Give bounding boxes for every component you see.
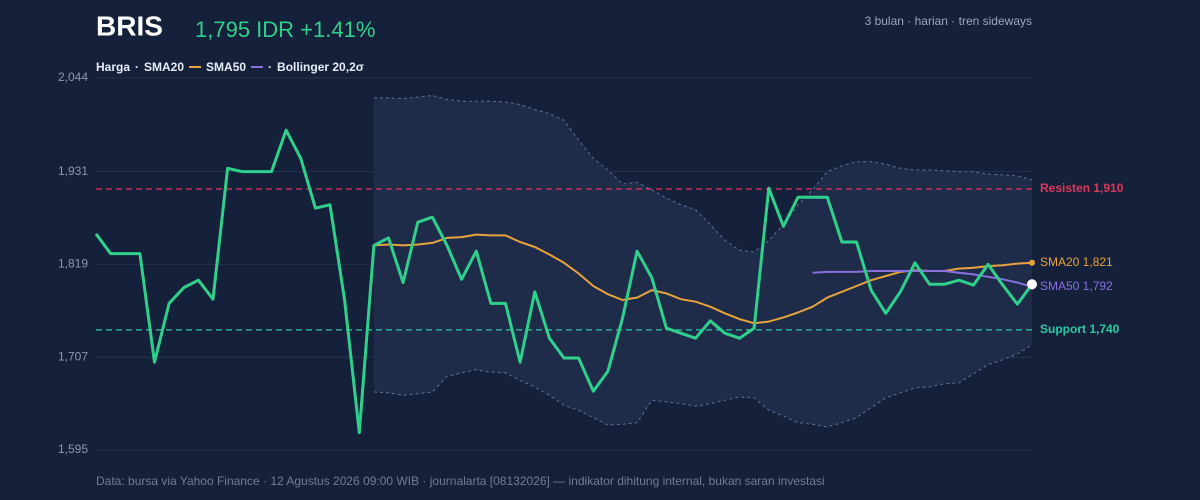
reference-label: Resisten 1,910 [1040, 181, 1124, 195]
reference-label: Support 1,740 [1040, 322, 1120, 336]
chart-subtitle: 1,795 IDR +1.41% [195, 17, 375, 42]
legend-label: Harga [96, 60, 131, 74]
legend-label: Bollinger 20,2σ [277, 60, 364, 74]
y-tick-label: 1,819 [58, 257, 88, 271]
y-tick-label: 2,044 [58, 70, 88, 84]
legend-swatch [251, 66, 264, 68]
y-tick-label: 1,931 [58, 164, 88, 178]
price-line [94, 128, 1034, 435]
legend-separator: · [268, 60, 273, 74]
bollinger-lower [373, 344, 1033, 428]
legend: Harga · SMA20 SMA50 · Bollinger 20,2σ [96, 60, 364, 74]
bollinger-band [373, 95, 1032, 427]
last-price-dot [1027, 279, 1037, 290]
legend-label: SMA20 [144, 60, 185, 74]
chart-title: BRIS [96, 10, 163, 41]
chart-note: 3 bulan · harian · tren sideways [865, 14, 1032, 28]
y-tick-label: 1,595 [58, 442, 88, 456]
legend-swatch [189, 66, 202, 68]
end-label: SMA50 1,792 [1040, 279, 1113, 293]
legend-label: SMA50 [206, 60, 247, 74]
end-dot [1029, 259, 1035, 266]
bollinger-upper [373, 94, 1033, 253]
y-tick-label: 1,707 [58, 349, 88, 363]
source-note: Data: bursa via Yahoo Finance · 12 Agust… [96, 474, 825, 488]
end-label: SMA20 1,821 [1040, 255, 1113, 269]
legend-separator: · [135, 60, 140, 74]
